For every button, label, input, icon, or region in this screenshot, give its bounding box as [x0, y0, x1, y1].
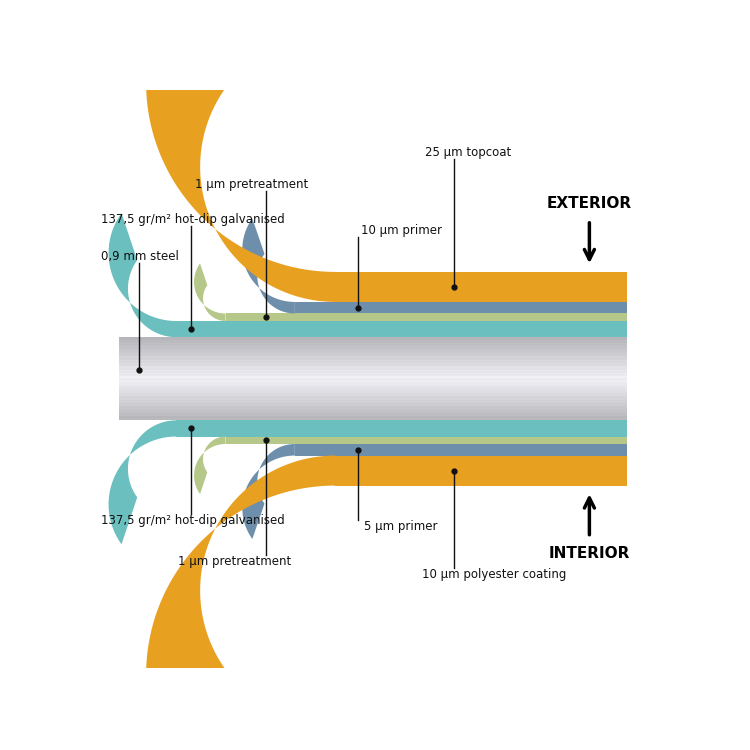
Bar — [176, 420, 627, 436]
Text: 10 μm primer: 10 μm primer — [362, 224, 442, 237]
Text: 10 μm polyester coating: 10 μm polyester coating — [422, 568, 566, 581]
Bar — [118, 338, 627, 339]
Text: 137,5 gr/m² hot-dip galvanised: 137,5 gr/m² hot-dip galvanised — [101, 514, 285, 527]
Text: 5 μm primer: 5 μm primer — [364, 520, 438, 533]
Bar — [118, 385, 627, 387]
Bar — [118, 344, 627, 346]
Bar — [118, 339, 627, 341]
Bar — [118, 341, 627, 344]
Bar — [118, 374, 627, 376]
Bar — [118, 393, 627, 395]
Bar — [118, 358, 627, 360]
Text: 137,5 gr/m² hot-dip galvanised: 137,5 gr/m² hot-dip galvanised — [101, 213, 285, 226]
Bar — [118, 398, 627, 400]
Bar — [118, 347, 627, 350]
Polygon shape — [109, 213, 176, 338]
Bar — [118, 408, 627, 410]
Polygon shape — [242, 218, 295, 314]
Bar — [226, 436, 627, 444]
Polygon shape — [194, 263, 226, 321]
Bar — [118, 416, 627, 419]
Text: 1 μm pretreatment: 1 μm pretreatment — [178, 555, 291, 568]
Text: INTERIOR: INTERIOR — [549, 546, 630, 561]
Bar — [176, 321, 627, 338]
Bar — [118, 360, 627, 362]
Bar — [118, 366, 627, 368]
Polygon shape — [109, 420, 176, 544]
Bar — [118, 381, 627, 383]
Bar — [118, 410, 627, 412]
Bar — [118, 376, 627, 379]
Bar — [118, 400, 627, 401]
Bar — [226, 314, 627, 321]
Bar — [295, 444, 627, 455]
Text: EXTERIOR: EXTERIOR — [547, 196, 632, 211]
Bar — [118, 350, 627, 352]
Bar — [118, 406, 627, 408]
Polygon shape — [242, 444, 295, 539]
Bar — [118, 401, 627, 404]
Bar — [335, 455, 627, 485]
Bar — [118, 387, 627, 389]
Bar — [118, 379, 627, 381]
Bar — [118, 389, 627, 392]
Bar — [118, 419, 627, 420]
Text: 25 μm topcoat: 25 μm topcoat — [424, 146, 511, 159]
Polygon shape — [146, 0, 335, 302]
Polygon shape — [194, 436, 226, 494]
Bar — [118, 383, 627, 385]
Bar — [118, 370, 627, 373]
Bar — [118, 368, 627, 370]
Bar — [118, 373, 627, 374]
Bar — [118, 346, 627, 347]
Bar — [118, 362, 627, 364]
Bar — [118, 392, 627, 393]
Bar — [118, 414, 627, 416]
Bar — [118, 404, 627, 406]
Bar — [118, 395, 627, 398]
Bar — [118, 364, 627, 366]
Text: 0,9 mm steel: 0,9 mm steel — [101, 251, 179, 263]
Bar — [118, 352, 627, 354]
Bar — [118, 412, 627, 414]
Bar — [118, 356, 627, 358]
Bar — [335, 272, 627, 302]
Bar — [295, 302, 627, 313]
Text: 1 μm pretreatment: 1 μm pretreatment — [195, 178, 308, 191]
Polygon shape — [146, 455, 335, 750]
Bar — [118, 354, 627, 356]
